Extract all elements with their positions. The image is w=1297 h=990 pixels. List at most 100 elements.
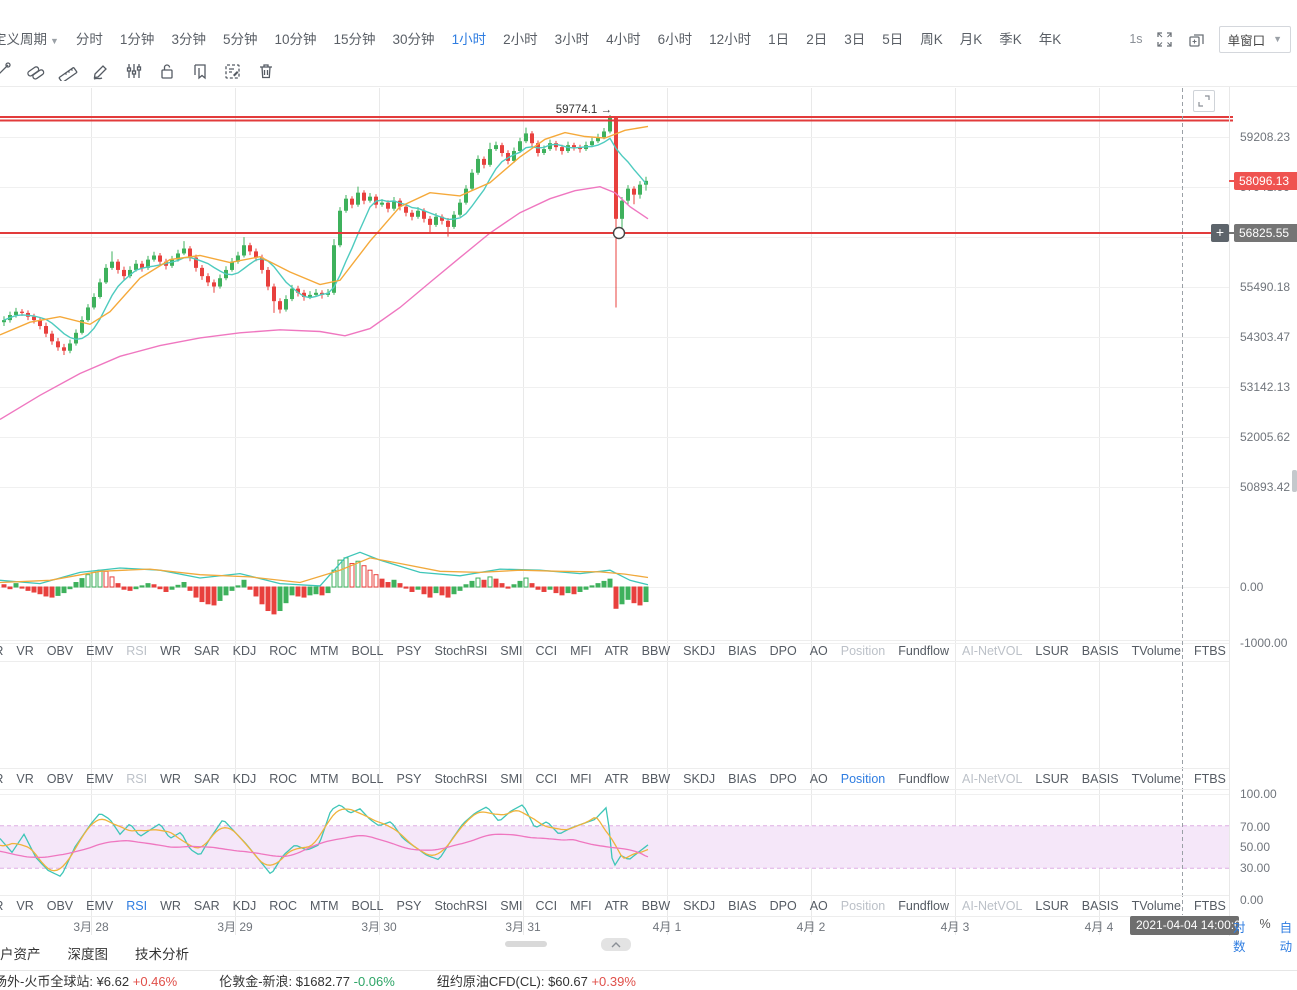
indicator-boll[interactable]: BOLL	[351, 899, 384, 913]
indicator-mtm[interactable]: MTM	[310, 772, 339, 786]
indicator-ar[interactable]: AR	[0, 644, 3, 658]
indicator-wr[interactable]: WR	[160, 644, 181, 658]
indicator-cci[interactable]: CCI	[535, 899, 558, 913]
timeframe-item[interactable]: 3日	[844, 32, 866, 47]
timeframe-item[interactable]: 2小时	[503, 32, 538, 47]
log-scale-toggle[interactable]: 对数	[1233, 921, 1246, 954]
timeframe-item[interactable]: 30分钟	[392, 32, 435, 47]
indicator-ao[interactable]: AO	[809, 899, 828, 913]
indicator-dpo[interactable]: DPO	[769, 772, 797, 786]
trash-icon[interactable]	[255, 60, 277, 82]
indicator-ai-netvol[interactable]: AI-NetVOL	[961, 772, 1023, 786]
auto-scale-toggle[interactable]: 自动	[1279, 921, 1293, 954]
indicator-fundflow[interactable]: Fundflow	[898, 772, 949, 786]
indicator-lsur[interactable]: LSUR	[1035, 772, 1069, 786]
fullscreen-icon[interactable]	[1155, 29, 1175, 49]
timeframe-item[interactable]: 1日	[768, 32, 790, 47]
indicator-tvolume[interactable]: TVolume	[1131, 899, 1181, 913]
indicator-roc[interactable]: ROC	[269, 772, 298, 786]
indicator-obv[interactable]: OBV	[46, 899, 74, 913]
indicator-smi[interactable]: SMI	[500, 899, 523, 913]
timeframe-item[interactable]: 5分钟	[222, 32, 258, 47]
timeframe-item[interactable]: 月K	[959, 32, 983, 47]
template-icon[interactable]	[222, 60, 244, 82]
timeframe-item[interactable]: 季K	[999, 32, 1022, 47]
indicator-skdj[interactable]: SKDJ	[683, 899, 716, 913]
trendline-icon[interactable]	[0, 60, 13, 82]
window-mode-select[interactable]: 单窗口 ▼	[1218, 25, 1291, 53]
indicator-psy[interactable]: PSY	[396, 899, 422, 913]
indicator-sar[interactable]: SAR	[193, 899, 220, 913]
indicator-obv[interactable]: OBV	[46, 644, 74, 658]
timeframe-item[interactable]: 1分钟	[119, 32, 155, 47]
indicator-mfi[interactable]: MFI	[570, 899, 592, 913]
indicator-stochrsi[interactable]: StochRSI	[434, 644, 488, 658]
ruler-icon[interactable]	[57, 60, 79, 82]
indicator-bbw[interactable]: BBW	[641, 772, 671, 786]
add-order-button[interactable]: +	[1211, 224, 1229, 242]
indicator-ao[interactable]: AO	[809, 772, 828, 786]
indicator-skdj[interactable]: SKDJ	[683, 772, 716, 786]
pane-resize-handle[interactable]	[505, 941, 547, 947]
indicator-skdj[interactable]: SKDJ	[683, 644, 716, 658]
indicator-vr[interactable]: VR	[16, 772, 34, 786]
indicator-fundflow[interactable]: Fundflow	[898, 899, 949, 913]
lock-icon[interactable]	[156, 60, 178, 82]
indicator-basis[interactable]: BASIS	[1081, 772, 1119, 786]
indicator-rsi[interactable]: RSI	[126, 644, 148, 658]
indicator-dpo[interactable]: DPO	[769, 899, 797, 913]
indicator-bbw[interactable]: BBW	[641, 899, 671, 913]
indicator-basis[interactable]: BASIS	[1081, 644, 1119, 658]
timeframe-item[interactable]: 年K	[1038, 32, 1062, 47]
chart-canvas[interactable]: 59774.1 →	[0, 87, 1297, 936]
indicator-bias[interactable]: BIAS	[728, 772, 757, 786]
indicator-emv[interactable]: EMV	[86, 899, 114, 913]
indicator-psy[interactable]: PSY	[396, 644, 422, 658]
indicator-basis[interactable]: BASIS	[1081, 899, 1119, 913]
indicator-mtm[interactable]: MTM	[310, 644, 339, 658]
indicator-mfi[interactable]: MFI	[570, 772, 592, 786]
indicator-cci[interactable]: CCI	[535, 644, 558, 658]
percent-scale-toggle[interactable]: %	[1259, 917, 1271, 931]
indicator-sar[interactable]: SAR	[193, 644, 220, 658]
timeframe-item[interactable]: 周K	[920, 32, 943, 47]
indicator-boll[interactable]: BOLL	[351, 644, 384, 658]
indicator-kdj[interactable]: KDJ	[232, 772, 257, 786]
indicator-atr[interactable]: ATR	[604, 899, 629, 913]
indicator-fundflow[interactable]: Fundflow	[898, 644, 949, 658]
indicator-stochrsi[interactable]: StochRSI	[434, 899, 488, 913]
indicator-psy[interactable]: PSY	[396, 772, 422, 786]
pane-maximize-icon[interactable]	[1193, 90, 1215, 112]
timeframe-item[interactable]: 3小时	[554, 32, 590, 47]
indicator-rsi[interactable]: RSI	[126, 772, 148, 786]
timeframe-item[interactable]: 12小时	[709, 32, 752, 47]
scrollbar-thumb[interactable]	[1292, 470, 1297, 492]
indicator-bias[interactable]: BIAS	[728, 899, 757, 913]
tab-技术分析[interactable]: 技术分析	[135, 947, 189, 962]
tab-户资产[interactable]: 户资产	[0, 947, 41, 962]
pen-icon[interactable]	[90, 60, 112, 82]
timeframe-item[interactable]: 15分钟	[333, 32, 376, 47]
indicator-emv[interactable]: EMV	[86, 644, 114, 658]
indicator-roc[interactable]: ROC	[269, 644, 298, 658]
indicator-kdj[interactable]: KDJ	[232, 899, 257, 913]
indicator-wr[interactable]: WR	[160, 772, 181, 786]
indicator-ai-netvol[interactable]: AI-NetVOL	[961, 644, 1023, 658]
panel-collapse-button[interactable]	[601, 938, 631, 951]
indicator-obv[interactable]: OBV	[46, 772, 74, 786]
indicator-wr[interactable]: WR	[160, 899, 181, 913]
indicator-ai-netvol[interactable]: AI-NetVOL	[961, 899, 1023, 913]
indicator-cci[interactable]: CCI	[535, 772, 558, 786]
add-window-icon[interactable]	[1187, 29, 1207, 49]
timeframe-item[interactable]: 10分钟	[274, 32, 317, 47]
indicator-ftbs[interactable]: FTBS	[1193, 772, 1226, 786]
indicator-ao[interactable]: AO	[809, 644, 828, 658]
measure-icon[interactable]	[123, 60, 145, 82]
indicator-bias[interactable]: BIAS	[728, 644, 757, 658]
indicator-ftbs[interactable]: FTBS	[1193, 899, 1226, 913]
indicator-atr[interactable]: ATR	[604, 772, 629, 786]
indicator-ftbs[interactable]: FTBS	[1193, 644, 1226, 658]
indicator-ar[interactable]: AR	[0, 772, 3, 786]
timeframe-item[interactable]: 6小时	[657, 32, 693, 47]
copy-icon[interactable]	[189, 60, 211, 82]
